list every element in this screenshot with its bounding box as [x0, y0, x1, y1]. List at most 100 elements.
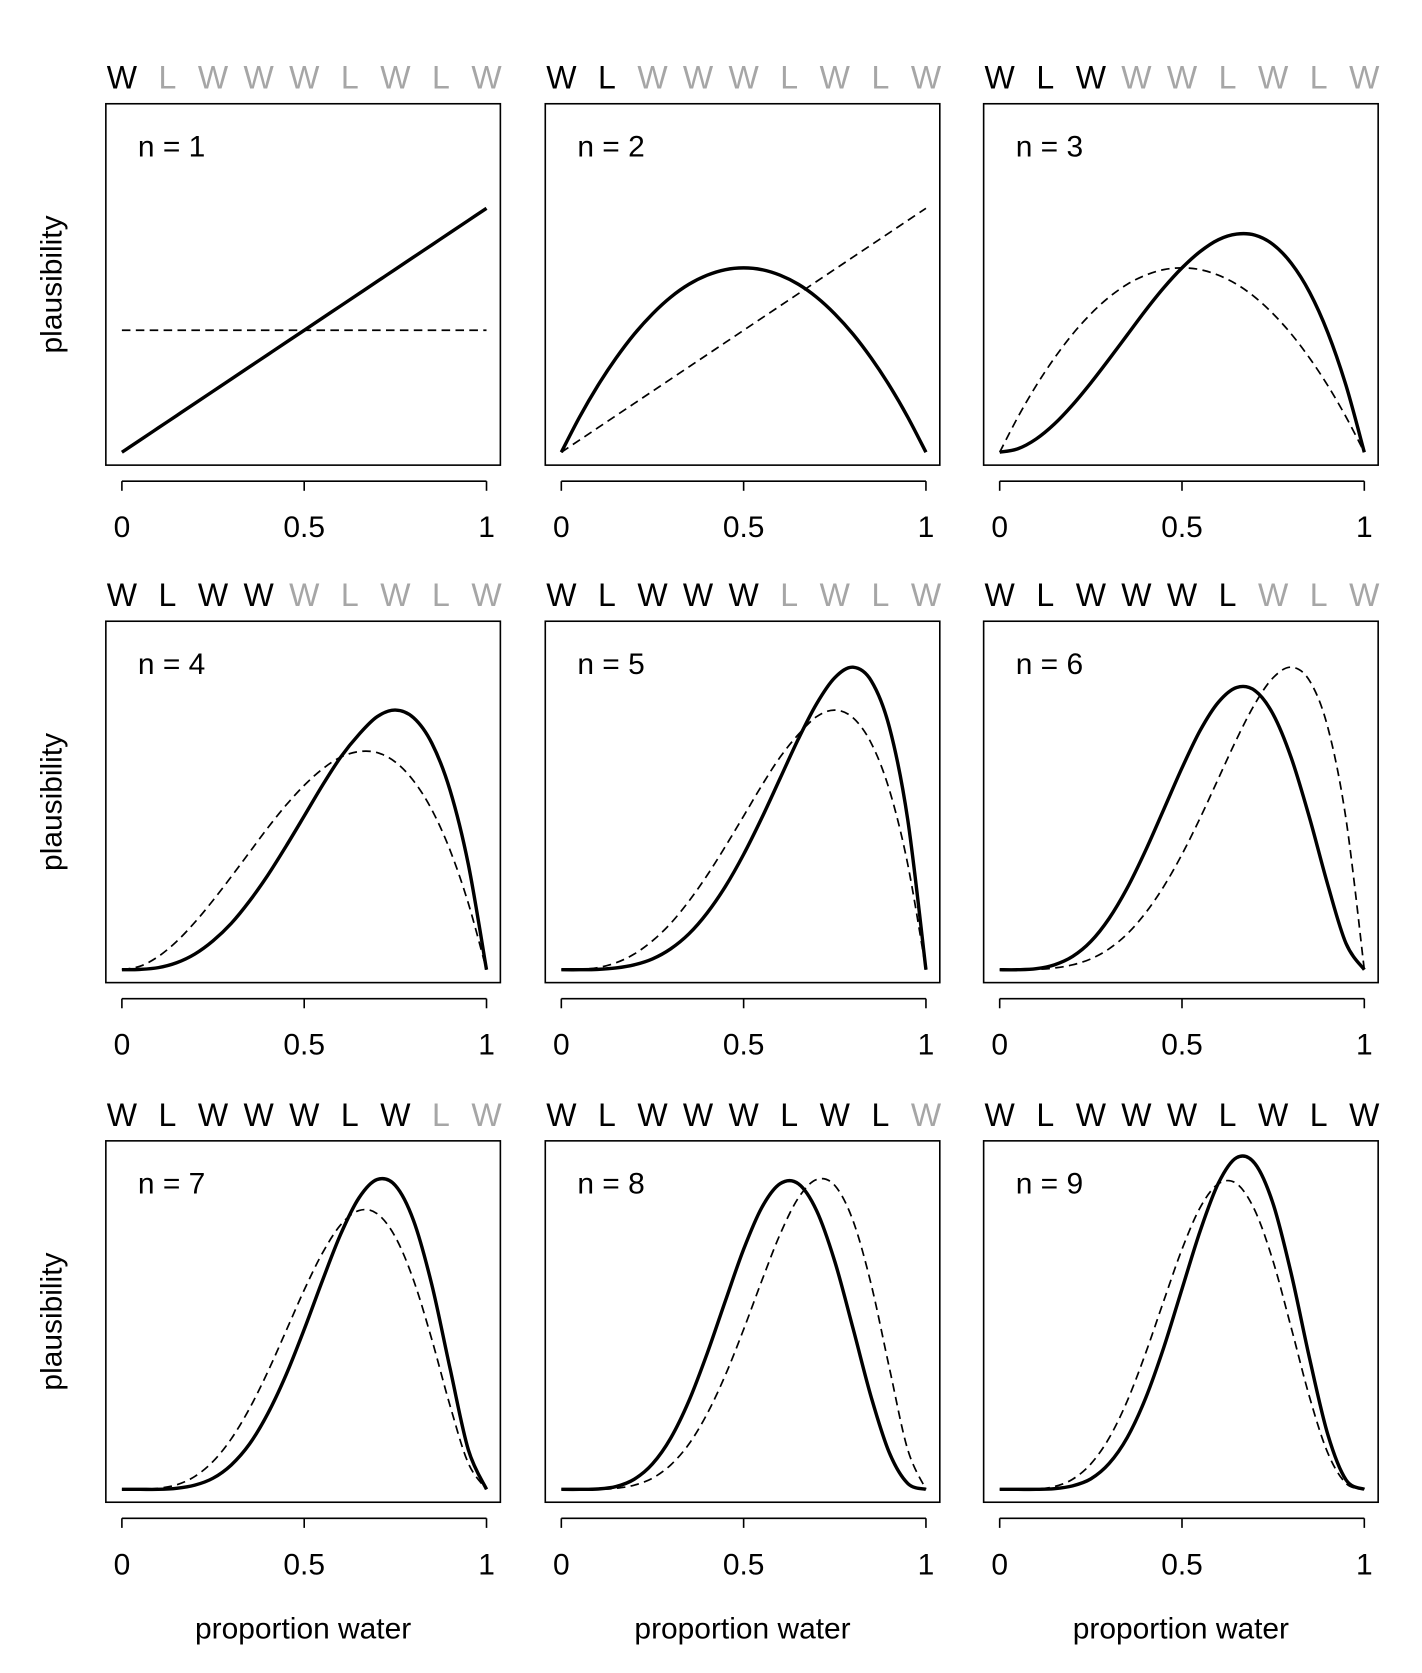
sequence-letter: W: [198, 577, 229, 613]
sequence-letter: L: [871, 577, 889, 613]
sequence-letter: W: [637, 577, 668, 613]
x-axis-label: proportion water: [634, 1612, 850, 1645]
x-tick-label: 0: [991, 1029, 1008, 1062]
panel-title: n = 8: [577, 1168, 644, 1201]
x-tick-label: 0.5: [1161, 1029, 1203, 1062]
panel-frame: [982, 620, 1379, 984]
curve: [999, 666, 1366, 971]
sequence-letter: W: [1121, 1097, 1152, 1133]
sequence-letter: L: [598, 1097, 616, 1133]
x-tick-label: 1: [478, 511, 495, 544]
sequence-letter: W: [380, 577, 411, 613]
sequence-letter: L: [871, 1097, 889, 1133]
sequence-letter: W: [1121, 577, 1152, 613]
panel-frame: [982, 102, 1379, 466]
sequence-letter: W: [820, 1097, 851, 1133]
sequence-letter: W: [289, 577, 320, 613]
curve: [121, 750, 488, 971]
panel-title: n = 7: [138, 1168, 205, 1201]
sequence-letter: W: [1349, 577, 1380, 613]
x-tick-label: 0: [553, 1548, 570, 1581]
y-axis-label: plausibility: [35, 215, 68, 353]
x-tick-label: 0: [114, 1029, 131, 1062]
sequence-letter: W: [198, 60, 229, 96]
sequence-letter: W: [1167, 60, 1198, 96]
curve: [561, 709, 927, 971]
x-tick-label: 0.5: [723, 1548, 765, 1581]
sequence-letter: W: [107, 60, 138, 96]
curve: [999, 1179, 1365, 1491]
panel-title: n = 2: [577, 131, 644, 164]
sequence-letter: W: [289, 1097, 320, 1133]
sequence-letter: W: [911, 60, 942, 96]
sequence-letter: W: [471, 1097, 502, 1133]
panel-title: n = 1: [138, 131, 205, 164]
x-tick-label: 0.5: [1161, 511, 1203, 544]
panel-frame: [105, 102, 502, 466]
x-tick-label: 0: [991, 511, 1008, 544]
sequence-letter: L: [432, 1097, 450, 1133]
sequence-letter: W: [911, 1097, 942, 1133]
sequence-letter: L: [1310, 60, 1328, 96]
sequence-letter: L: [1310, 577, 1328, 613]
sequence-letter: W: [380, 60, 411, 96]
sequence-letter: W: [985, 1097, 1016, 1133]
sequence-letter: L: [871, 60, 889, 96]
x-tick-label: 0.5: [723, 511, 765, 544]
panel-frame: [105, 620, 502, 984]
curve: [999, 231, 1366, 454]
sequence-letter: W: [1076, 577, 1107, 613]
curve: [561, 1177, 927, 1491]
sequence-letter: L: [1219, 577, 1237, 613]
curve: [121, 1208, 488, 1491]
sequence-letter: W: [985, 577, 1016, 613]
x-tick-label: 1: [1356, 1548, 1373, 1581]
x-tick-label: 0.5: [1161, 1548, 1203, 1581]
sequence-letter: L: [341, 1097, 359, 1133]
x-tick-label: 1: [1356, 1029, 1373, 1062]
sequence-letter: W: [637, 60, 668, 96]
sequence-letter: W: [107, 577, 138, 613]
sequence-letter: W: [471, 577, 502, 613]
sequence-letter: W: [1076, 60, 1107, 96]
sequence-letter: W: [546, 60, 577, 96]
sequence-letter: W: [243, 577, 274, 613]
sequence-letter: W: [1349, 60, 1380, 96]
x-tick-label: 0.5: [283, 1029, 325, 1062]
sequence-letter: W: [683, 577, 714, 613]
panel-frame: [544, 620, 941, 984]
x-tick-label: 0: [114, 1548, 131, 1581]
x-axis-label: proportion water: [1073, 1612, 1289, 1645]
sequence-letter: L: [1036, 60, 1054, 96]
sequence-letter: W: [820, 60, 851, 96]
sequence-letter: W: [289, 60, 320, 96]
x-tick-label: 1: [1356, 511, 1373, 544]
sequence-letter: W: [1258, 577, 1289, 613]
x-tick-label: 1: [918, 1029, 935, 1062]
panel-frame: [982, 1140, 1379, 1504]
sequence-letter: W: [1349, 1097, 1380, 1133]
panel-frame: [544, 102, 941, 466]
curve: [559, 266, 928, 454]
sequence-letter: L: [159, 577, 177, 613]
sequence-letter: L: [1219, 1097, 1237, 1133]
sequence-letter: L: [780, 1097, 798, 1133]
sequence-letter: W: [380, 1097, 411, 1133]
curve: [999, 1154, 1366, 1492]
sequence-letter: W: [1167, 577, 1198, 613]
sequence-letter: W: [1167, 1097, 1198, 1133]
sequence-letter: W: [1258, 60, 1289, 96]
sequence-letter: W: [243, 1097, 274, 1133]
panel-title: n = 9: [1016, 1168, 1083, 1201]
sequence-letter: L: [159, 60, 177, 96]
sequence-letter: W: [1076, 1097, 1107, 1133]
panel-frame: [544, 1140, 941, 1504]
sequence-letter: L: [341, 577, 359, 613]
panel-title: n = 6: [1016, 648, 1083, 681]
x-tick-label: 1: [918, 1548, 935, 1581]
sequence-letter: W: [1121, 60, 1152, 96]
sequence-letter: W: [471, 60, 502, 96]
sequence-letter: W: [107, 1097, 138, 1133]
